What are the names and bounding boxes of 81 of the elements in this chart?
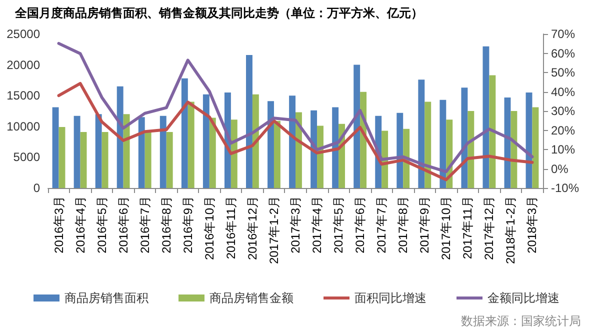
chart-title: 全国月度商品房销售面积、销售金额及其同比走势（单位：万平方米、亿元） bbox=[14, 6, 423, 20]
legend-label: 商品房销售面积 bbox=[64, 291, 148, 305]
source-note: 数据来源：国家统计局 bbox=[461, 314, 581, 328]
bar bbox=[332, 107, 339, 188]
bar bbox=[252, 94, 259, 188]
bar bbox=[138, 117, 145, 188]
bar bbox=[52, 107, 59, 188]
bar bbox=[188, 102, 194, 188]
bar bbox=[396, 112, 404, 188]
y2-tick-label: 50% bbox=[551, 66, 576, 80]
x-tick-label: 2017年3月 bbox=[288, 196, 302, 254]
bar bbox=[424, 102, 432, 188]
y2-tick-label: 10% bbox=[551, 142, 576, 156]
bar bbox=[123, 114, 130, 188]
y-tick-label: 0 bbox=[33, 181, 40, 195]
x-tick-label: 2016年9月 bbox=[180, 196, 195, 254]
bar bbox=[440, 100, 446, 188]
bar bbox=[58, 127, 66, 188]
legend-label: 面积同比增速 bbox=[354, 291, 426, 305]
y-tick-label: 20000 bbox=[6, 58, 40, 72]
x-tick-label: 2018年3月 bbox=[525, 196, 540, 254]
bar bbox=[461, 88, 468, 188]
bar bbox=[354, 64, 360, 188]
bar bbox=[268, 101, 274, 188]
x-tick-label: 2017年11月 bbox=[460, 196, 475, 260]
bar bbox=[230, 120, 238, 188]
x-tick-label: 2016年7月 bbox=[138, 196, 152, 254]
y2-tick-label: 0% bbox=[551, 162, 569, 176]
y-tick-label: 25000 bbox=[6, 27, 40, 41]
bar bbox=[418, 80, 425, 188]
y2-tick-label: 20% bbox=[551, 123, 576, 138]
bar bbox=[482, 46, 490, 188]
bar bbox=[95, 114, 102, 188]
x-tick-label: 2016年4月 bbox=[73, 196, 88, 254]
y2-tick-label: -10% bbox=[551, 181, 580, 195]
y-tick-label: 5000 bbox=[13, 150, 40, 164]
y2-tick-label: 40% bbox=[551, 84, 576, 99]
x-tick-label: 2017年9月 bbox=[418, 196, 432, 254]
x-tick-label: 2017年6月 bbox=[353, 196, 368, 254]
x-tick-label: 2017年5月 bbox=[332, 196, 346, 254]
x-tick-label: 2017年12月 bbox=[482, 196, 496, 260]
bar bbox=[202, 94, 210, 188]
bar bbox=[166, 132, 173, 188]
x-tick-label: 2017年1-2月 bbox=[266, 196, 281, 264]
bar bbox=[510, 111, 518, 188]
bar bbox=[489, 75, 496, 188]
x-tick-label: 2017年10月 bbox=[439, 196, 454, 260]
bar bbox=[144, 131, 152, 188]
bar bbox=[468, 111, 474, 188]
y2-tick-label: 30% bbox=[551, 104, 576, 118]
bar bbox=[74, 116, 80, 188]
x-tick-label: 2017年8月 bbox=[396, 196, 410, 254]
bar bbox=[246, 54, 252, 188]
x-tick-label: 2016年6月 bbox=[116, 196, 130, 254]
x-tick-label: 2017年4月 bbox=[310, 196, 324, 254]
x-tick-label: 2016年10月 bbox=[202, 196, 216, 260]
bar bbox=[160, 116, 166, 188]
x-tick-label: 2016年5月 bbox=[94, 196, 109, 254]
bar bbox=[289, 96, 296, 188]
x-tick-label: 2016年11月 bbox=[224, 196, 238, 260]
line-series bbox=[57, 42, 534, 174]
bar bbox=[274, 120, 280, 188]
y2-tick-label: 60% bbox=[551, 46, 576, 60]
y-tick-label: 15000 bbox=[6, 88, 40, 103]
legend-label: 金额同比增速 bbox=[488, 291, 560, 305]
x-tick-label: 2017年7月 bbox=[374, 196, 389, 254]
bar bbox=[102, 132, 108, 188]
bar bbox=[317, 126, 324, 188]
x-tick-label: 2018年1-2月 bbox=[504, 196, 518, 264]
x-tick-label: 2016年8月 bbox=[159, 196, 174, 254]
y2-tick-label: 70% bbox=[551, 27, 576, 41]
bar bbox=[181, 78, 188, 188]
bar bbox=[209, 118, 216, 188]
line-series bbox=[57, 82, 534, 182]
legend-label: 商品房销售金额 bbox=[210, 291, 294, 305]
x-tick-label: 2016年3月 bbox=[52, 196, 66, 254]
bar bbox=[532, 107, 539, 188]
bar bbox=[80, 132, 87, 188]
x-tick-label: 2016年12月 bbox=[245, 196, 260, 260]
bar bbox=[116, 86, 124, 188]
y-tick-label: 10000 bbox=[6, 119, 40, 134]
